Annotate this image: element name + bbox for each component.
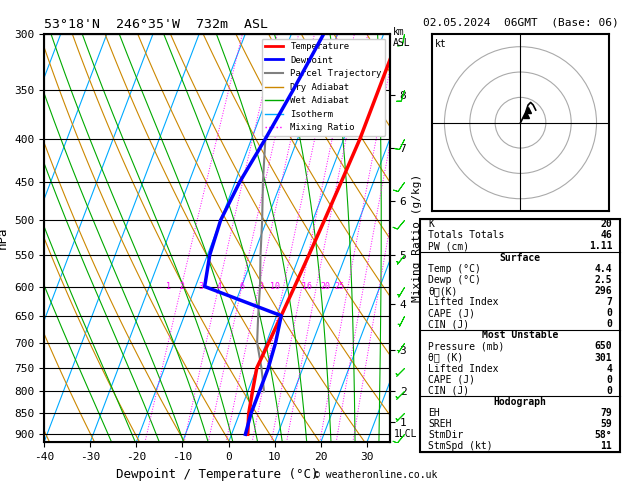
Text: 16: 16 xyxy=(302,282,312,291)
Text: 0: 0 xyxy=(606,308,612,318)
Text: SREH: SREH xyxy=(428,419,452,429)
Text: Lifted Index: Lifted Index xyxy=(428,364,499,374)
Text: StmSpd (kt): StmSpd (kt) xyxy=(428,441,493,451)
Text: θᴇ(K): θᴇ(K) xyxy=(428,286,457,296)
Text: Totals Totals: Totals Totals xyxy=(428,230,504,241)
Text: 4.4: 4.4 xyxy=(594,264,612,274)
Text: 79: 79 xyxy=(601,408,612,418)
Text: θᴇ (K): θᴇ (K) xyxy=(428,352,464,363)
Text: 301: 301 xyxy=(594,352,612,363)
Text: Most Unstable: Most Unstable xyxy=(482,330,559,340)
Text: 650: 650 xyxy=(594,342,612,351)
Text: Pressure (mb): Pressure (mb) xyxy=(428,342,504,351)
Text: 0: 0 xyxy=(606,375,612,385)
Text: 0: 0 xyxy=(606,386,612,396)
Text: kt: kt xyxy=(435,39,447,50)
Text: 1.11: 1.11 xyxy=(589,242,612,251)
Text: 296: 296 xyxy=(594,286,612,296)
Text: Dewp (°C): Dewp (°C) xyxy=(428,275,481,285)
Text: K: K xyxy=(428,219,434,229)
Y-axis label: hPa: hPa xyxy=(0,227,9,249)
Text: EH: EH xyxy=(428,408,440,418)
Text: 59: 59 xyxy=(601,419,612,429)
Text: 53°18'N  246°35'W  732m  ASL: 53°18'N 246°35'W 732m ASL xyxy=(44,18,268,32)
Text: Lifted Index: Lifted Index xyxy=(428,297,499,307)
Text: 1: 1 xyxy=(166,282,171,291)
Text: 11: 11 xyxy=(601,441,612,451)
Text: CIN (J): CIN (J) xyxy=(428,319,469,329)
Text: 25: 25 xyxy=(334,282,344,291)
Text: PW (cm): PW (cm) xyxy=(428,242,469,251)
Text: 1LCL: 1LCL xyxy=(394,429,417,439)
Text: km
ASL: km ASL xyxy=(393,27,411,48)
Text: 02.05.2024  06GMT  (Base: 06): 02.05.2024 06GMT (Base: 06) xyxy=(423,17,619,27)
Text: 4: 4 xyxy=(217,282,222,291)
Text: © weatheronline.co.uk: © weatheronline.co.uk xyxy=(314,470,438,480)
Text: CAPE (J): CAPE (J) xyxy=(428,375,475,385)
Text: 6: 6 xyxy=(240,282,245,291)
Text: 20: 20 xyxy=(320,282,330,291)
Text: 10: 10 xyxy=(270,282,280,291)
Text: 0: 0 xyxy=(606,319,612,329)
Text: Surface: Surface xyxy=(499,253,541,262)
Text: CIN (J): CIN (J) xyxy=(428,386,469,396)
Text: 2.5: 2.5 xyxy=(594,275,612,285)
Text: 58°: 58° xyxy=(594,430,612,440)
Text: 7: 7 xyxy=(606,297,612,307)
Text: 3: 3 xyxy=(198,282,203,291)
Text: Hodograph: Hodograph xyxy=(494,397,547,407)
X-axis label: Dewpoint / Temperature (°C): Dewpoint / Temperature (°C) xyxy=(116,468,318,481)
Text: StmDir: StmDir xyxy=(428,430,464,440)
Text: 8: 8 xyxy=(259,282,264,291)
Y-axis label: Mixing Ratio (g/kg): Mixing Ratio (g/kg) xyxy=(412,174,422,302)
Legend: Temperature, Dewpoint, Parcel Trajectory, Dry Adiabat, Wet Adiabat, Isotherm, Mi: Temperature, Dewpoint, Parcel Trajectory… xyxy=(262,38,386,136)
Text: 46: 46 xyxy=(601,230,612,241)
Text: 20: 20 xyxy=(601,219,612,229)
Text: 2: 2 xyxy=(180,282,185,291)
Text: CAPE (J): CAPE (J) xyxy=(428,308,475,318)
Text: 4: 4 xyxy=(606,364,612,374)
Text: Temp (°C): Temp (°C) xyxy=(428,264,481,274)
